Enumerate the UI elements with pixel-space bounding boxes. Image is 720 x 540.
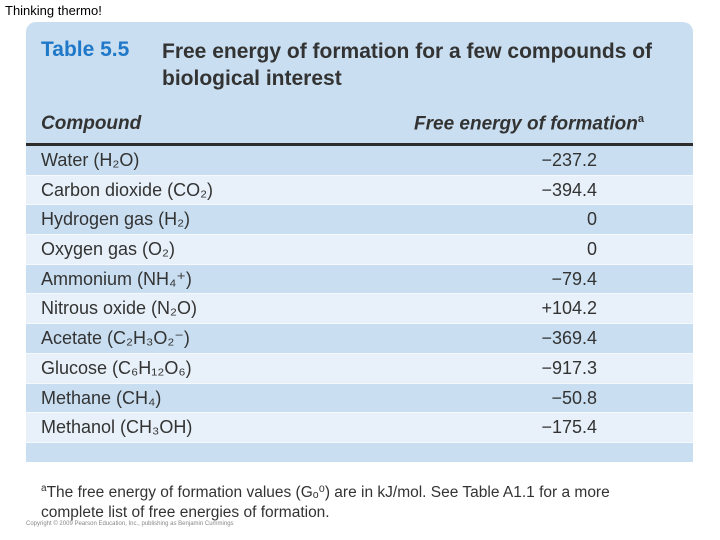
free-energy-value: −237.2	[541, 150, 597, 170]
column-header-compound: Compound	[41, 113, 142, 134]
free-energy-value: −917.3	[541, 357, 597, 378]
free-energy-value: −79.4	[551, 268, 597, 289]
compound-name: Hydrogen gas (H₂)	[41, 209, 191, 230]
table-body: Water (H₂O) −237.2 Carbon dioxide (CO₂) …	[26, 146, 693, 443]
copyright-notice: Copyright © 2009 Pearson Education, Inc.…	[26, 521, 234, 527]
table-row: Hydrogen gas (H₂) 0	[26, 205, 693, 236]
compound-name: Ammonium (NH₄⁺)	[41, 268, 192, 289]
table-panel: Table 5.5 Free energy of formation for a…	[26, 22, 693, 462]
header-rule	[26, 143, 693, 146]
compound-name: Methane (CH₄)	[41, 387, 162, 408]
compound-name: Glucose (C₆H₁₂O₆)	[41, 357, 192, 378]
free-energy-value: −394.4	[541, 179, 597, 200]
table-row: Carbon dioxide (CO₂) −394.4	[26, 175, 693, 206]
footnote-marker: a	[637, 113, 644, 125]
compound-name: Water (H₂O)	[41, 150, 140, 170]
compound-name: Oxygen gas (O₂)	[41, 239, 176, 260]
table-row: Nitrous oxide (N₂O) +104.2	[26, 294, 693, 325]
compound-name: Acetate (C₂H₃O₂⁻)	[41, 328, 190, 349]
table-row: Methanol (CH₃OH) −175.4	[26, 413, 693, 443]
footnote-marker: a	[41, 483, 47, 494]
table-caption: Free energy of formation for a few compo…	[162, 40, 653, 90]
free-energy-value: 0	[586, 209, 597, 230]
table-row: Methane (CH₄) −50.8	[26, 384, 693, 414]
table-label: Table 5.5	[41, 38, 130, 61]
free-energy-value: −369.4	[541, 328, 597, 349]
compound-name: Carbon dioxide (CO₂)	[41, 179, 214, 200]
table-row: Water (H₂O) −237.2	[26, 146, 693, 176]
free-energy-value: −175.4	[541, 417, 597, 438]
table-row: Acetate (C₂H₃O₂⁻) −369.4	[26, 324, 693, 354]
slide-title: Thinking thermo!	[5, 3, 102, 18]
table-row: Glucose (C₆H₁₂O₆) −917.3	[26, 353, 693, 384]
free-energy-value: −50.8	[551, 387, 597, 408]
table-row: Ammonium (NH₄⁺) −79.4	[26, 265, 693, 295]
compound-name: Nitrous oxide (N₂O)	[41, 298, 198, 319]
column-header-energy: Free energy of formationa	[414, 113, 644, 135]
table-row: Oxygen gas (O₂) 0	[26, 235, 693, 265]
free-energy-value: 0	[586, 239, 597, 260]
table-footnote: aThe free energy of formation values (Gₒ…	[41, 479, 641, 523]
column-header-energy-label: Free energy of formation	[414, 113, 638, 135]
free-energy-value: +104.2	[541, 298, 597, 319]
footnote-text: The free energy of formation values (Gₒ⁰…	[41, 484, 610, 522]
compound-name: Methanol (CH₃OH)	[41, 417, 193, 438]
